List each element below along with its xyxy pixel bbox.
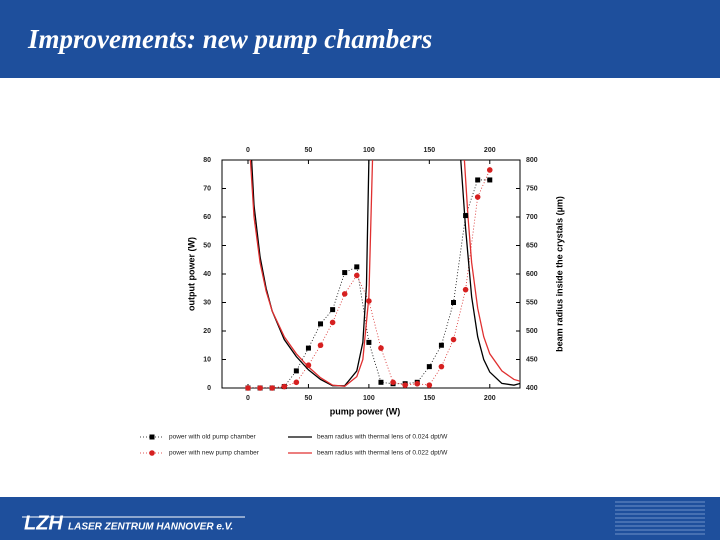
point [342, 270, 348, 276]
point [463, 213, 469, 219]
institute-name: LASER ZENTRUM HANNOVER e.V. [68, 522, 233, 533]
legend-marker [149, 450, 155, 456]
y2-tick-label: 750 [526, 185, 538, 192]
y-axis-label: output power (W) [186, 237, 196, 311]
point [317, 342, 324, 349]
point [378, 379, 384, 385]
x-top-tick-label: 0 [246, 147, 250, 154]
x-tick-label: 50 [305, 395, 313, 402]
y-tick-label: 70 [203, 185, 211, 192]
y2-axis-label: beam radius inside the crystals (µm) [554, 196, 564, 352]
y-tick-label: 20 [203, 328, 211, 335]
beam-curve [460, 160, 520, 386]
x-top-tick-label: 200 [484, 147, 496, 154]
legend-label: power with old pump chamber [169, 434, 257, 441]
footer-stripes [615, 501, 705, 535]
y-tick-label: 10 [203, 356, 211, 363]
legend-label: beam radius with thermal lens of 0.022 d… [317, 450, 448, 457]
point [378, 345, 384, 351]
point [293, 379, 300, 386]
point [366, 298, 372, 304]
point [353, 272, 360, 279]
beam-curve [463, 160, 520, 382]
x-tick-label: 100 [363, 395, 375, 402]
point [281, 383, 288, 390]
point [487, 177, 493, 183]
point [474, 194, 481, 200]
slide-title: Improvements: new pump chambers [27, 24, 432, 54]
beam-curve [250, 160, 370, 387]
point [341, 291, 348, 297]
plot-area [247, 160, 520, 388]
dotted-line [247, 179, 490, 388]
y-tick-label: 50 [203, 242, 211, 249]
y2-tick-label: 650 [526, 242, 538, 249]
point [451, 300, 457, 305]
point [475, 177, 481, 183]
y-tick-label: 80 [203, 157, 211, 164]
y-tick-label: 40 [203, 271, 211, 278]
point [390, 379, 396, 386]
point [438, 363, 445, 370]
y2-tick-label: 700 [526, 214, 538, 221]
point [450, 336, 457, 343]
point [305, 345, 311, 351]
x-top-tick-label: 100 [363, 147, 375, 154]
y-tick-label: 0 [207, 385, 211, 392]
y2-tick-label: 550 [526, 299, 538, 306]
point [245, 385, 251, 391]
point [462, 286, 469, 293]
y2-tick-label: 450 [526, 356, 538, 363]
point [293, 368, 299, 374]
x-axis-label: pump power (W) [330, 406, 401, 416]
point [330, 307, 336, 313]
x-tick-label: 150 [423, 395, 435, 402]
beam-curve [249, 160, 374, 387]
x-top-tick-label: 150 [423, 147, 435, 154]
point [366, 339, 372, 345]
footer-bar [0, 497, 720, 540]
x-tick-label: 0 [246, 395, 250, 402]
y2-tick-label: 800 [526, 157, 538, 164]
point [354, 264, 360, 270]
y-tick-label: 60 [203, 214, 211, 221]
point [486, 167, 493, 173]
logo: LZH [24, 512, 63, 534]
y2-tick-label: 400 [526, 385, 538, 392]
point [414, 380, 421, 387]
legend-label: beam radius with thermal lens of 0.024 d… [317, 434, 448, 441]
x-tick-label: 200 [484, 395, 496, 402]
legend-label: power with new pump chamber [169, 450, 260, 457]
y2-tick-label: 600 [526, 271, 538, 278]
x-top-tick-label: 50 [305, 147, 313, 154]
point [305, 362, 312, 369]
y2-tick-label: 500 [526, 328, 538, 335]
point [426, 364, 432, 370]
point [318, 321, 324, 327]
point [402, 382, 408, 388]
y-tick-label: 30 [203, 299, 211, 306]
point [257, 385, 263, 391]
legend-marker [149, 434, 155, 440]
point [438, 342, 444, 348]
point [269, 385, 275, 391]
point [426, 382, 433, 388]
header-bar [0, 0, 720, 78]
point [329, 319, 336, 326]
